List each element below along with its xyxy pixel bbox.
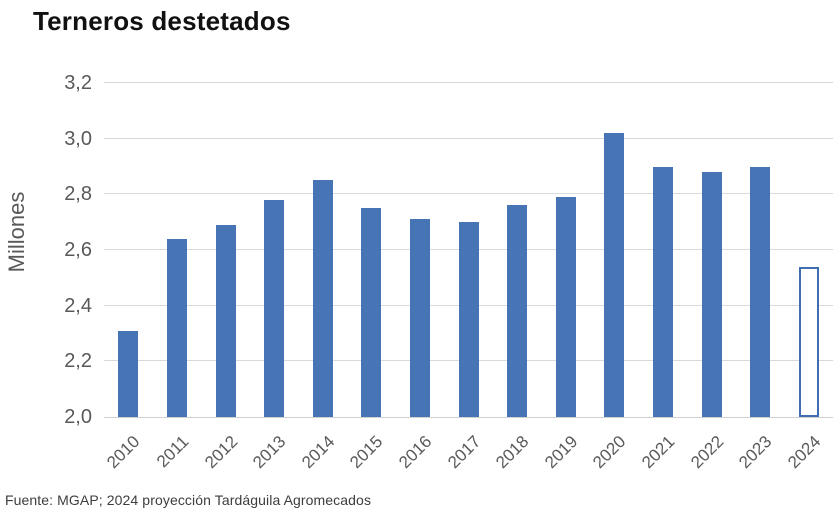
x-tick-label: 2021 [638, 431, 679, 473]
x-tick-label: 2018 [492, 431, 533, 473]
gridline [104, 82, 833, 83]
gridline [104, 193, 833, 195]
gridline [104, 417, 833, 418]
x-tick-label: 2016 [395, 431, 436, 473]
bar-2017 [458, 222, 479, 417]
x-tick-label: 2023 [735, 431, 776, 473]
bar-2010 [118, 330, 139, 417]
chart-title: Terneros destetados [33, 6, 291, 36]
x-tick-label: 2015 [346, 431, 387, 473]
x-tick-label: 2017 [443, 431, 484, 473]
bar-2013 [264, 199, 285, 417]
y-tick-label: 2,8 [64, 183, 92, 206]
bar-2020 [604, 133, 625, 417]
y-tick-label: 2,4 [64, 294, 92, 317]
bar-2016 [409, 219, 430, 417]
x-tick-label: 2013 [249, 431, 290, 473]
bar-2018 [507, 205, 528, 417]
bar-projected-2024 [798, 266, 819, 417]
source-note: Fuente: MGAP; 2024 proyección Tardáguila… [5, 492, 372, 508]
bar-2015 [361, 208, 382, 417]
y-tick-label: 2,0 [64, 406, 92, 428]
y-tick-label: 3,0 [64, 127, 92, 150]
bar-2021 [652, 166, 673, 417]
plot-area [104, 82, 833, 418]
gridline [104, 137, 833, 139]
bar-2022 [701, 172, 722, 417]
bar-2019 [555, 197, 576, 417]
y-tick-label: 2,2 [64, 350, 92, 373]
x-tick-label: 2010 [103, 431, 144, 473]
y-tick-label: 2,6 [64, 239, 92, 261]
x-tick-label: 2019 [540, 431, 582, 473]
x-tick-label: 2014 [297, 431, 339, 473]
bar-2012 [215, 224, 236, 417]
x-tick-label: 2020 [589, 431, 630, 473]
x-tick-label: 2024 [783, 431, 825, 473]
x-tick-label: 2012 [200, 431, 241, 473]
bar-2023 [750, 166, 771, 417]
bar-2011 [166, 238, 187, 417]
x-tick-label: 2011 [152, 431, 193, 472]
bar-2014 [312, 180, 333, 417]
x-tick-label: 2022 [686, 431, 727, 473]
y-tick-label: 3,2 [64, 72, 92, 94]
